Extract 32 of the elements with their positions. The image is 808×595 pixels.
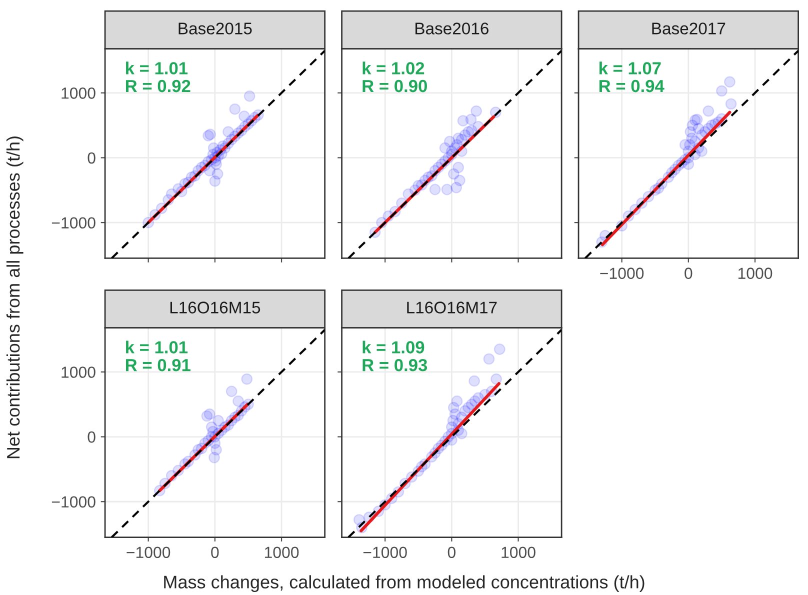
x-tick-label: 1000 xyxy=(264,546,299,558)
x-axis-title: Mass changes, calculated from modeled concentrations (t/h) xyxy=(164,575,644,592)
annotation: k = 1.09 xyxy=(362,340,424,354)
annotation: k = 1.07 xyxy=(600,62,661,74)
x-tick-label: 1000 xyxy=(738,268,772,279)
chart-title: L16O16M17 xyxy=(407,302,497,314)
annotation: k = 1.02 xyxy=(362,62,424,74)
chart-title: Base2015 xyxy=(178,22,252,34)
annotation: k = 1.01 xyxy=(126,62,188,74)
y-tick-label: −1000 xyxy=(52,496,96,508)
y-tick-label: 1000 xyxy=(62,366,96,378)
x-tick-label: 0 xyxy=(211,546,219,558)
chart-title: L16O16M15 xyxy=(170,302,260,314)
x-tick-label: 0 xyxy=(684,268,692,279)
y-tick-label: 0 xyxy=(88,152,96,164)
annotation: R = 0.90 xyxy=(362,80,427,92)
annotation: R = 0.92 xyxy=(126,80,190,92)
x-tick-label: −1000 xyxy=(600,268,644,279)
x-tick-label: −1000 xyxy=(363,546,407,558)
y-tick-label: 0 xyxy=(88,431,96,443)
x-tick-label: 0 xyxy=(448,546,456,558)
y-tick-label: −1000 xyxy=(52,217,96,229)
annotation: R = 0.91 xyxy=(126,358,190,372)
y-axis-title: Net contributions from all processes (t/h) xyxy=(6,136,24,458)
annotation: k = 1.01 xyxy=(126,340,188,354)
y-tick-label: 1000 xyxy=(62,88,96,99)
chart-title: Base2016 xyxy=(416,22,488,34)
annotation: R = 0.94 xyxy=(599,80,664,92)
annotation: R = 0.93 xyxy=(362,358,428,372)
chart-title: Base2017 xyxy=(652,22,726,34)
x-tick-label: 1000 xyxy=(502,546,536,558)
x-tick-label: −1000 xyxy=(126,546,170,558)
